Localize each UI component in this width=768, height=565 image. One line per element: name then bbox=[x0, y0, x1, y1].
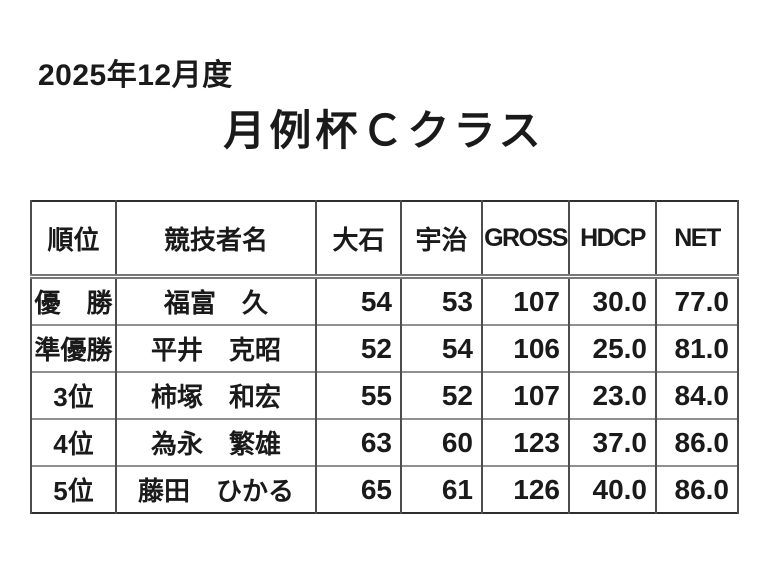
hdcp-cell: 23.0 bbox=[568, 371, 657, 419]
net-cell: 86.0 bbox=[655, 465, 739, 513]
oishi-score-cell: 54 bbox=[315, 275, 402, 325]
uji-score-cell: 52 bbox=[400, 371, 483, 419]
uji-score-cell: 53 bbox=[400, 275, 483, 325]
header-player-name: 競技者名 bbox=[115, 201, 317, 279]
player-name-cell: 藤田 ひかる bbox=[115, 465, 317, 513]
date-label: 2025年12月度 bbox=[38, 59, 233, 92]
hdcp-cell: 25.0 bbox=[568, 324, 657, 372]
rank-cell: 優 勝 bbox=[30, 275, 117, 325]
header-rank: 順位 bbox=[30, 201, 117, 279]
uji-score-cell: 54 bbox=[400, 324, 483, 372]
gross-cell: 106 bbox=[481, 324, 570, 372]
rank-cell: 4位 bbox=[30, 418, 117, 466]
rank-cell: 準優勝 bbox=[30, 324, 117, 372]
gross-cell: 126 bbox=[481, 465, 570, 513]
header-net: NET bbox=[655, 201, 739, 279]
header-uji-course: 宇治 bbox=[400, 201, 483, 279]
hdcp-cell: 40.0 bbox=[568, 465, 657, 513]
net-cell: 81.0 bbox=[655, 324, 739, 372]
table-row: 4位 為永 繁雄 63 60 123 37.0 86.0 bbox=[30, 418, 739, 466]
hdcp-cell: 37.0 bbox=[568, 418, 657, 466]
player-name-cell: 福富 久 bbox=[115, 275, 317, 325]
rank-cell: 5位 bbox=[30, 465, 117, 513]
header-oishi-course: 大石 bbox=[315, 201, 402, 279]
table-row: 5位 藤田 ひかる 65 61 126 40.0 86.0 bbox=[30, 465, 739, 513]
header-hdcp: HDCP bbox=[568, 201, 657, 279]
net-cell: 84.0 bbox=[655, 371, 739, 419]
oishi-score-cell: 55 bbox=[315, 371, 402, 419]
gross-cell: 107 bbox=[481, 371, 570, 419]
oishi-score-cell: 63 bbox=[315, 418, 402, 466]
uji-score-cell: 61 bbox=[400, 465, 483, 513]
gross-cell: 107 bbox=[481, 275, 570, 325]
table-row: 優 勝 福富 久 54 53 107 30.0 77.0 bbox=[30, 275, 739, 325]
table-header-row: 順位 競技者名 大石 宇治 GROSS HDCP NET bbox=[30, 201, 739, 279]
table-row: 準優勝 平井 克昭 52 54 106 25.0 81.0 bbox=[30, 324, 739, 372]
net-cell: 77.0 bbox=[655, 275, 739, 325]
header-gross: GROSS bbox=[481, 201, 570, 279]
gross-cell: 123 bbox=[481, 418, 570, 466]
table-row: 3位 柿塚 和宏 55 52 107 23.0 84.0 bbox=[30, 371, 739, 419]
player-name-cell: 平井 克昭 bbox=[115, 324, 317, 372]
uji-score-cell: 60 bbox=[400, 418, 483, 466]
oishi-score-cell: 65 bbox=[315, 465, 402, 513]
page-title: 月例杯Ｃクラス bbox=[223, 107, 545, 154]
hdcp-cell: 30.0 bbox=[568, 275, 657, 325]
rank-cell: 3位 bbox=[30, 371, 117, 419]
net-cell: 86.0 bbox=[655, 418, 739, 466]
player-name-cell: 為永 繁雄 bbox=[115, 418, 317, 466]
player-name-cell: 柿塚 和宏 bbox=[115, 371, 317, 419]
oishi-score-cell: 52 bbox=[315, 324, 402, 372]
results-table: 順位 競技者名 大石 宇治 GROSS HDCP NET 優 勝 福富 久 54… bbox=[30, 200, 739, 514]
